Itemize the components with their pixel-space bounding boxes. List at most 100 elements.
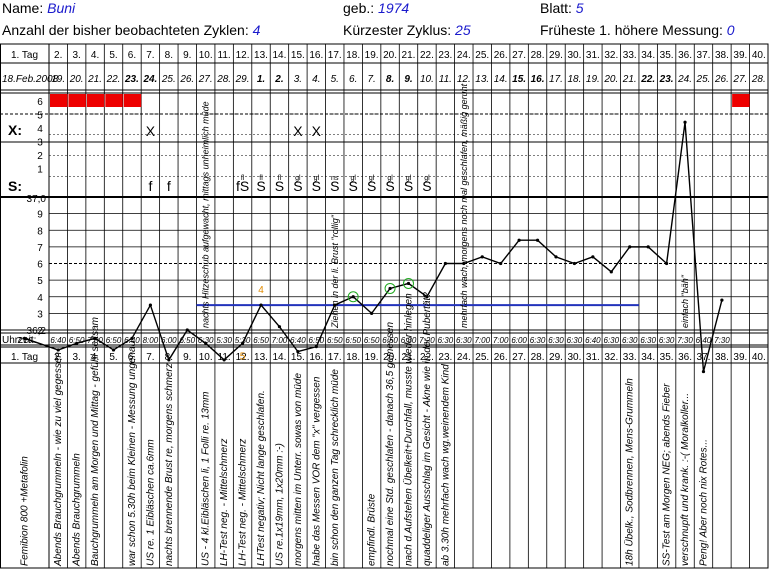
date-label: 14. bbox=[494, 74, 508, 85]
date-label: 19. bbox=[51, 74, 65, 85]
day-note: US re. 1 Eibläschen ca.6mm bbox=[145, 439, 156, 566]
highlight-circle bbox=[347, 291, 359, 303]
temperature-point bbox=[277, 325, 282, 329]
day-note: war schon 5.30h beim Kleinen - Messung u… bbox=[127, 340, 138, 566]
cervical-note: gl bbox=[387, 175, 393, 182]
date-label: 18.Feb.2008 bbox=[2, 74, 59, 85]
day-note: Bauchgrummeln am Morgen und Mittag - gef… bbox=[90, 317, 101, 566]
highlight-circle bbox=[384, 282, 396, 294]
temperature-point bbox=[222, 358, 226, 362]
time-value: 6:30 bbox=[438, 336, 454, 345]
day-number-top: 3. bbox=[72, 50, 80, 61]
temperature-point bbox=[572, 261, 577, 266]
day-number-top: 24. bbox=[457, 50, 471, 61]
time-value: 7:00 bbox=[272, 336, 288, 345]
day-number-top: 27. bbox=[512, 50, 526, 61]
temperature-point bbox=[351, 295, 355, 299]
day-number-bottom: 2. bbox=[54, 352, 62, 363]
temperature-point bbox=[148, 303, 152, 307]
day-number-bottom: 36. bbox=[678, 352, 692, 363]
day-number-bottom: 25. bbox=[475, 352, 489, 363]
day-number-top: 18. bbox=[346, 50, 360, 61]
temp-scale-label: 9 bbox=[37, 210, 43, 221]
time-value: 5:30 bbox=[235, 336, 251, 345]
sheet-label: Blatt: bbox=[540, 0, 572, 16]
cervical-mark: S bbox=[367, 178, 376, 194]
date-label: 1. bbox=[257, 74, 265, 85]
date-label: 23. bbox=[659, 74, 674, 85]
temperature-point bbox=[130, 336, 134, 340]
time-value: 7:00 bbox=[474, 336, 490, 345]
date-label: 9. bbox=[404, 74, 412, 85]
date-label: 7. bbox=[367, 74, 375, 85]
cervical-note: gl bbox=[314, 175, 320, 182]
temperature-point bbox=[167, 358, 171, 362]
day-number-bottom: 14. bbox=[272, 352, 286, 363]
day-number-top: 11. bbox=[218, 50, 231, 61]
day-number-top: 35. bbox=[660, 50, 674, 61]
time-value: 6:30 bbox=[530, 336, 546, 345]
time-value: 6:30 bbox=[659, 336, 675, 345]
temperature-point bbox=[609, 270, 613, 274]
date-label: 21. bbox=[622, 74, 637, 85]
date-label: 27. bbox=[198, 74, 213, 85]
day-number-bottom: 18. bbox=[346, 352, 360, 363]
upper-note: einfach "bäh" bbox=[680, 274, 690, 328]
day-note: LH-Test neg. - Mittelschmerz bbox=[219, 439, 230, 566]
date-label: 16. bbox=[531, 74, 545, 85]
time-value: 6:50 bbox=[179, 336, 195, 345]
temperature-point bbox=[425, 295, 429, 299]
time-value: 6:30 bbox=[548, 336, 564, 345]
day-note: bin schon den ganzen Tag schrecklich müd… bbox=[330, 369, 341, 566]
time-value: 6:50 bbox=[345, 336, 361, 345]
temperature-line bbox=[24, 122, 723, 372]
day-number-bottom: 20. bbox=[383, 352, 397, 363]
date-label: 13. bbox=[475, 74, 489, 85]
bleeding-mark bbox=[123, 94, 142, 107]
temp-annotation: 4 bbox=[258, 285, 264, 296]
born-label: geb.: bbox=[343, 0, 375, 16]
day-number-top: 26. bbox=[494, 50, 508, 61]
temperature-point bbox=[22, 336, 27, 340]
bleeding-scale-label: 6 bbox=[37, 97, 43, 108]
shortest-label: Kürzester Zyklus: bbox=[343, 22, 452, 38]
cervical-mark: S bbox=[293, 178, 302, 194]
temperature-point bbox=[370, 311, 374, 315]
day-note: Abends Brauchgrummeln bbox=[72, 453, 83, 567]
bleeding-scale-label: 3 bbox=[37, 138, 43, 149]
cycles-value: 4 bbox=[252, 22, 261, 38]
name-label: Name: bbox=[2, 0, 44, 16]
time-value: 6:30 bbox=[567, 336, 583, 345]
day-number-top: 10. bbox=[199, 50, 213, 61]
day-number-bottom: 15. bbox=[291, 352, 305, 363]
date-label: 24. bbox=[677, 74, 692, 85]
day-number-top: 8. bbox=[165, 50, 173, 61]
day-number-bottom: 24. bbox=[457, 352, 471, 363]
temperature-point bbox=[720, 298, 724, 302]
earliest-label: Früheste 1. höhere Messung: bbox=[540, 22, 723, 38]
day-number-top: 16. bbox=[309, 50, 323, 61]
day-number-top: 2. bbox=[54, 50, 62, 61]
day-number-top: 28. bbox=[531, 50, 545, 61]
date-label: 25. bbox=[161, 74, 176, 85]
time-value: 7:20 bbox=[419, 336, 435, 345]
day-number-top: 9. bbox=[183, 50, 191, 61]
day-note: empfindl. Brüste bbox=[367, 493, 378, 566]
cervical-note: gl bbox=[350, 175, 356, 182]
cervical-row-label: S: bbox=[8, 178, 22, 194]
day-number-top: 32. bbox=[604, 50, 618, 61]
bleeding-scale-label: 2 bbox=[37, 151, 43, 162]
temperature-point bbox=[204, 341, 208, 345]
cervical-note: ns bbox=[331, 175, 339, 182]
temperature-point bbox=[591, 255, 595, 259]
day-number-top: 19. bbox=[365, 50, 379, 61]
temperature-point bbox=[701, 369, 706, 374]
date-label: 27. bbox=[732, 74, 747, 85]
day-number-top: 20. bbox=[383, 50, 397, 61]
temperature-point bbox=[296, 350, 300, 354]
time-value: 7:30 bbox=[677, 336, 693, 345]
day-number-bottom: 9. bbox=[183, 352, 191, 363]
cervical-mark: S bbox=[312, 178, 321, 194]
date-label: 28. bbox=[751, 74, 766, 85]
temp-362-label: 36,2 bbox=[27, 326, 47, 337]
